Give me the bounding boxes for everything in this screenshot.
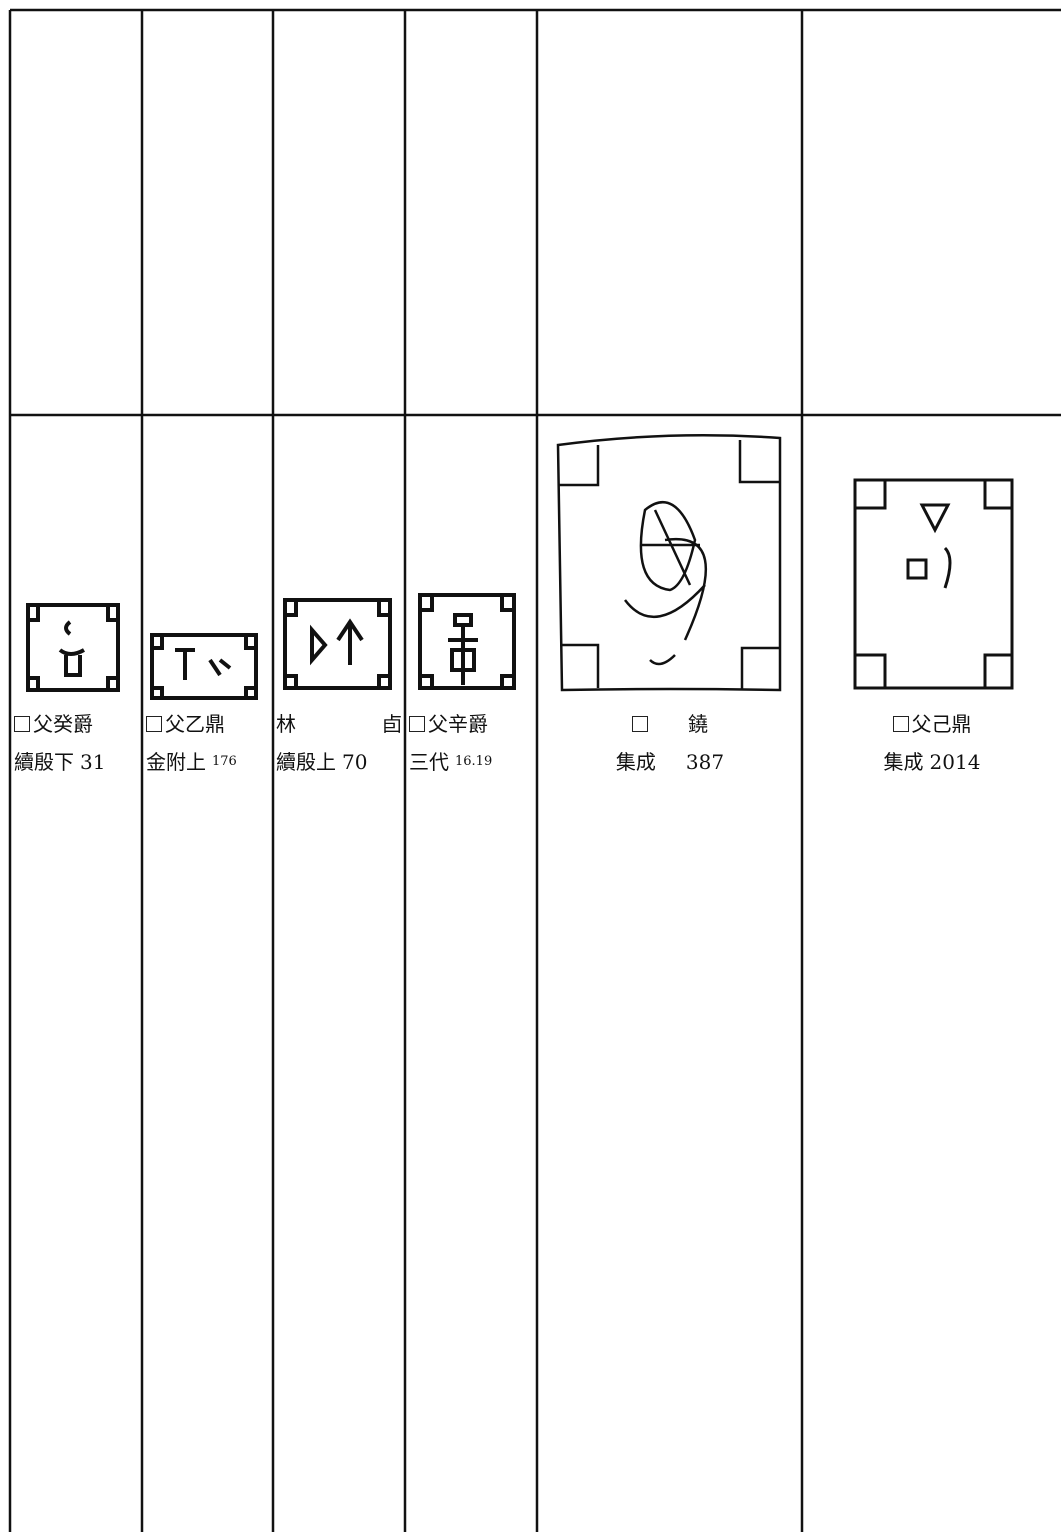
glyph bbox=[26, 603, 120, 692]
source: 續殷上 bbox=[276, 750, 336, 774]
title-line: 父己鼎 bbox=[892, 712, 972, 736]
vessel-name: 鐃 bbox=[688, 712, 708, 736]
reference-number: 70 bbox=[342, 750, 368, 774]
vessel-name: 父乙鼎 bbox=[165, 712, 225, 736]
source-line: 三代 16.19 bbox=[409, 750, 535, 774]
vessel-name: 父辛爵 bbox=[428, 712, 488, 736]
title-line: 鐃 bbox=[632, 712, 708, 736]
source: 三代 bbox=[409, 750, 449, 774]
glyph bbox=[283, 598, 392, 690]
source-line: 集成 2014 bbox=[884, 750, 981, 774]
title-line: 父乙鼎 bbox=[146, 712, 270, 736]
title-line: 父辛爵 bbox=[409, 712, 535, 736]
source-line: 續殷上 70 bbox=[276, 750, 402, 774]
glyph bbox=[150, 633, 258, 700]
source-line: 金附上 176 bbox=[146, 750, 270, 774]
cell-caption: 父己鼎集成 2014 bbox=[806, 712, 1058, 774]
source: 續殷下 bbox=[14, 750, 74, 774]
vessel-name: 林 bbox=[276, 712, 296, 736]
vessel-name: 卣 bbox=[382, 712, 402, 736]
inscription-icon bbox=[14, 716, 30, 732]
cell-caption: 林卣續殷上 70 bbox=[276, 712, 402, 774]
source: 集成 bbox=[883, 750, 924, 774]
inscription-icon bbox=[409, 716, 425, 732]
reference-number: 176 bbox=[212, 754, 237, 769]
glyph bbox=[556, 433, 782, 692]
inscription-icon bbox=[146, 716, 162, 732]
cell-caption: 鐃集成 387 bbox=[541, 712, 799, 774]
reference-number: 16.19 bbox=[455, 754, 493, 769]
cell-caption: 父癸爵續殷下 31 bbox=[14, 712, 142, 774]
source-line: 集成 387 bbox=[616, 750, 724, 774]
vessel-name: 父癸爵 bbox=[33, 712, 93, 736]
inscription-icon bbox=[892, 716, 909, 732]
source: 金附上 bbox=[146, 750, 206, 774]
reference-number: 2014 bbox=[929, 750, 981, 774]
title-line: 父癸爵 bbox=[14, 712, 142, 736]
source-line: 續殷下 31 bbox=[14, 750, 142, 774]
glyph bbox=[418, 593, 516, 690]
inscription-icon bbox=[632, 716, 648, 732]
reference-number: 387 bbox=[685, 750, 725, 774]
source: 集成 bbox=[615, 750, 656, 774]
reference-number: 31 bbox=[80, 750, 106, 774]
vessel-name: 父己鼎 bbox=[911, 712, 972, 736]
cell-caption: 父乙鼎金附上 176 bbox=[146, 712, 270, 774]
cell-caption: 父辛爵三代 16.19 bbox=[409, 712, 535, 774]
title-line: 林卣 bbox=[276, 712, 402, 736]
glyph bbox=[853, 478, 1014, 690]
